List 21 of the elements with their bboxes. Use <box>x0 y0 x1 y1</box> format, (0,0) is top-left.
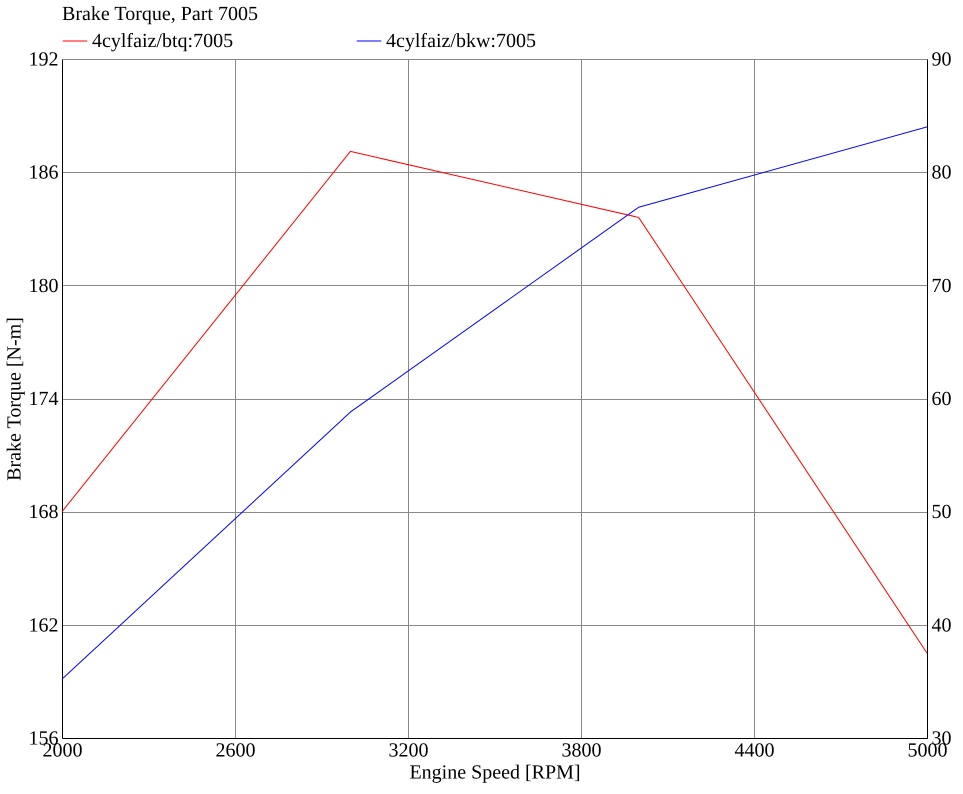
y-tick-label: 186 <box>28 162 58 184</box>
legend-label: 4cylfaiz/bkw:7005 <box>386 30 536 52</box>
y2-tick-label: 50 <box>932 501 952 524</box>
x-tick-label: 3200 <box>388 740 428 762</box>
y-tick-label: 174 <box>28 388 58 410</box>
x-tick-label: 2600 <box>216 740 256 762</box>
x-tick-label: 4400 <box>734 740 774 762</box>
y-axis-title: Brake Torque [N-m] <box>4 317 26 481</box>
legend-label: 4cylfaiz/btq:7005 <box>92 30 234 52</box>
y2-tick-label: 70 <box>932 274 952 297</box>
y2-tick-label: 40 <box>932 614 952 636</box>
x-tick-label: 3800 <box>562 740 602 762</box>
y-tick-label: 162 <box>28 614 58 636</box>
y-tick-label: 180 <box>28 274 58 297</box>
y2-tick-label: 80 <box>932 162 952 184</box>
y-tick-label: 168 <box>28 501 58 524</box>
y2-tick-label: 90 <box>932 48 952 70</box>
y-tick-label: 192 <box>28 48 58 70</box>
x-axis-title: Engine Speed [RPM] <box>409 762 581 784</box>
y2-tick-label: 60 <box>932 388 952 410</box>
chart-title: Brake Torque, Part 7005 <box>62 3 258 25</box>
